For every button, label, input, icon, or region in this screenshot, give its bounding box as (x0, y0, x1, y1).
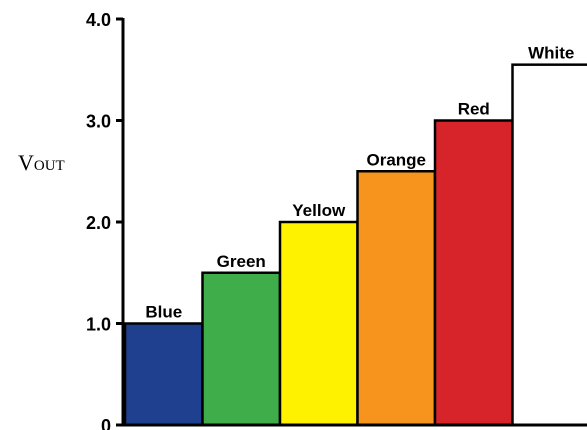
bar-label-green: Green (217, 252, 266, 271)
bar-label-blue: Blue (145, 303, 182, 322)
y-tick-label: 2.0 (86, 213, 111, 233)
y-axis-label-main: V (18, 150, 34, 175)
bar-label-red: Red (458, 100, 490, 119)
ticks-layer: 0 1.0 2.0 3.0 4.0 (86, 10, 123, 430)
bar-red (433, 119, 514, 427)
y-tick-label: 3.0 (86, 112, 111, 132)
y-axis-label: VOUT (18, 150, 65, 175)
bar-yellow (278, 220, 359, 427)
y-tick-label: 4.0 (86, 10, 111, 30)
bars-layer (123, 63, 587, 427)
bar-orange (356, 170, 437, 427)
bar-label-orange: Orange (366, 150, 426, 169)
y-axis-label-sub: OUT (34, 158, 65, 174)
y-tick-label: 0 (101, 416, 111, 430)
bar-green (201, 271, 282, 427)
bar-label-white: White (528, 44, 574, 63)
labels-layer: Blue Green Yellow Orange Red White (145, 44, 574, 322)
bar-blue (123, 322, 204, 427)
bar-white (511, 63, 587, 427)
y-tick-label: 1.0 (86, 315, 111, 335)
bar-label-yellow: Yellow (292, 201, 346, 220)
